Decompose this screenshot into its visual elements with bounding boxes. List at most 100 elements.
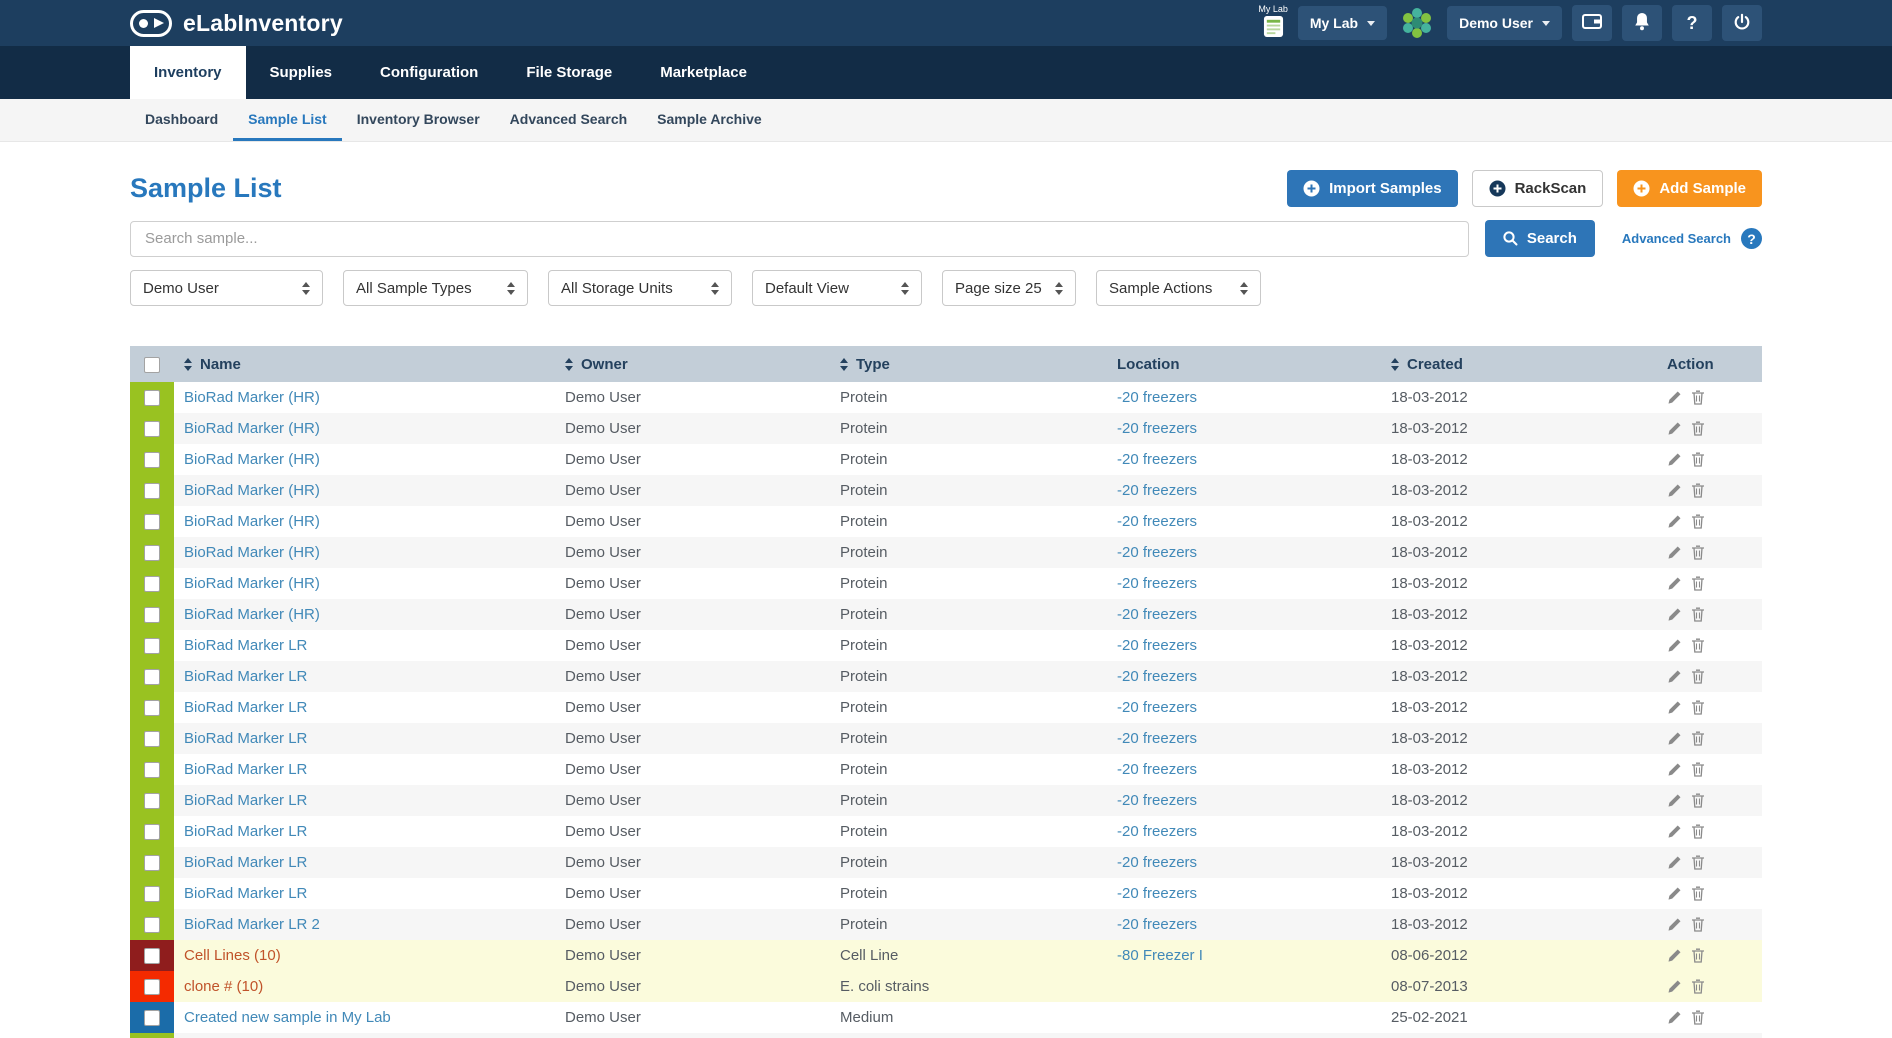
delete-trash-icon[interactable]: [1691, 886, 1705, 901]
edit-pencil-icon[interactable]: [1667, 979, 1682, 994]
add-sample-button[interactable]: Add Sample: [1617, 170, 1762, 207]
delete-trash-icon[interactable]: [1691, 607, 1705, 622]
edit-pencil-icon[interactable]: [1667, 514, 1682, 529]
sample-name-link[interactable]: BioRad Marker LR: [184, 761, 308, 778]
subnav-dashboard[interactable]: Dashboard: [130, 99, 233, 141]
edit-pencil-icon[interactable]: [1667, 483, 1682, 498]
row-checkbox[interactable]: [144, 669, 160, 686]
row-checkbox[interactable]: [144, 731, 160, 748]
sample-name-link[interactable]: BioRad Marker LR 2: [184, 916, 320, 933]
delete-trash-icon[interactable]: [1691, 855, 1705, 870]
row-checkbox[interactable]: [144, 793, 160, 810]
row-checkbox[interactable]: [144, 638, 160, 655]
row-checkbox[interactable]: [144, 979, 160, 996]
row-checkbox[interactable]: [144, 421, 160, 438]
edit-pencil-icon[interactable]: [1667, 762, 1682, 777]
search-input[interactable]: [130, 220, 1469, 257]
delete-trash-icon[interactable]: [1691, 576, 1705, 591]
sample-name-link[interactable]: BioRad Marker (HR): [184, 451, 320, 468]
tab-configuration[interactable]: Configuration: [356, 46, 502, 99]
edit-pencil-icon[interactable]: [1667, 545, 1682, 560]
delete-trash-icon[interactable]: [1691, 421, 1705, 436]
sample-name-link[interactable]: BioRad Marker LR: [184, 637, 308, 654]
row-checkbox[interactable]: [144, 700, 160, 717]
sample-name-link[interactable]: BioRad Marker LR: [184, 854, 308, 871]
row-location-link[interactable]: -20 freezers: [1117, 885, 1198, 902]
sample-name-link[interactable]: Cell Lines (10): [184, 947, 281, 964]
row-location-link[interactable]: -20 freezers: [1117, 854, 1198, 871]
row-checkbox[interactable]: [144, 855, 160, 872]
delete-trash-icon[interactable]: [1691, 452, 1705, 467]
row-checkbox[interactable]: [144, 762, 160, 779]
edit-pencil-icon[interactable]: [1667, 452, 1682, 467]
edit-pencil-icon[interactable]: [1667, 793, 1682, 808]
subnav-sample-list[interactable]: Sample List: [233, 99, 342, 141]
row-location-link[interactable]: -20 freezers: [1117, 792, 1198, 809]
edit-pencil-icon[interactable]: [1667, 390, 1682, 405]
filter-page-size[interactable]: Page size 25: [942, 270, 1076, 306]
delete-trash-icon[interactable]: [1691, 824, 1705, 839]
sample-name-link[interactable]: BioRad Marker (HR): [184, 482, 320, 499]
row-location-link[interactable]: -20 freezers: [1117, 482, 1198, 499]
edit-pencil-icon[interactable]: [1667, 421, 1682, 436]
group-dropdown-button[interactable]: My Lab: [1297, 6, 1388, 40]
edit-pencil-icon[interactable]: [1667, 948, 1682, 963]
row-location-link[interactable]: -20 freezers: [1117, 451, 1198, 468]
help-button[interactable]: ?: [1672, 5, 1712, 41]
edit-pencil-icon[interactable]: [1667, 669, 1682, 684]
row-location-link[interactable]: -20 freezers: [1117, 730, 1198, 747]
row-location-link[interactable]: -20 freezers: [1117, 606, 1198, 623]
row-location-link[interactable]: -20 freezers: [1117, 668, 1198, 685]
sample-name-link[interactable]: clone # (10): [184, 978, 264, 995]
sample-name-link[interactable]: BioRad Marker LR: [184, 730, 308, 747]
logout-button[interactable]: [1722, 5, 1762, 41]
filter-view[interactable]: Default View: [752, 270, 922, 306]
tab-marketplace[interactable]: Marketplace: [636, 46, 771, 99]
delete-trash-icon[interactable]: [1691, 514, 1705, 529]
row-location-link[interactable]: -20 freezers: [1117, 823, 1198, 840]
row-checkbox[interactable]: [144, 576, 160, 593]
sample-name-link[interactable]: BioRad Marker (HR): [184, 389, 320, 406]
edit-pencil-icon[interactable]: [1667, 576, 1682, 591]
row-location-link[interactable]: -20 freezers: [1117, 761, 1198, 778]
tab-inventory[interactable]: Inventory: [130, 46, 246, 99]
delete-trash-icon[interactable]: [1691, 700, 1705, 715]
filter-owner[interactable]: Demo User: [130, 270, 323, 306]
delete-trash-icon[interactable]: [1691, 390, 1705, 405]
filter-sample-actions[interactable]: Sample Actions: [1096, 270, 1261, 306]
row-checkbox[interactable]: [144, 545, 160, 562]
sample-name-link[interactable]: BioRad Marker LR: [184, 699, 308, 716]
sample-name-link[interactable]: BioRad Marker (HR): [184, 606, 320, 623]
sample-name-link[interactable]: BioRad Marker (HR): [184, 575, 320, 592]
sample-name-link[interactable]: Created new sample in My Lab: [184, 1009, 391, 1026]
edit-pencil-icon[interactable]: [1667, 700, 1682, 715]
filter-storage-units[interactable]: All Storage Units: [548, 270, 732, 306]
edit-pencil-icon[interactable]: [1667, 731, 1682, 746]
column-header-owner[interactable]: Owner: [555, 346, 830, 382]
sample-name-link[interactable]: BioRad Marker (HR): [184, 420, 320, 437]
help-circle-icon[interactable]: ?: [1741, 228, 1762, 249]
my-lab-journal-button[interactable]: My Lab: [1258, 4, 1288, 43]
notifications-button[interactable]: [1622, 5, 1662, 41]
delete-trash-icon[interactable]: [1691, 638, 1705, 653]
row-location-link[interactable]: -20 freezers: [1117, 544, 1198, 561]
user-avatar-molecule-icon[interactable]: [1397, 3, 1437, 43]
delete-trash-icon[interactable]: [1691, 979, 1705, 994]
row-location-link[interactable]: -20 freezers: [1117, 389, 1198, 406]
row-location-link[interactable]: -20 freezers: [1117, 637, 1198, 654]
import-samples-button[interactable]: Import Samples: [1287, 170, 1458, 207]
row-location-link[interactable]: -20 freezers: [1117, 513, 1198, 530]
select-all-checkbox[interactable]: [144, 356, 160, 373]
row-checkbox[interactable]: [144, 1010, 160, 1027]
row-location-link[interactable]: -20 freezers: [1117, 420, 1198, 437]
row-location-link[interactable]: -20 freezers: [1117, 699, 1198, 716]
row-checkbox[interactable]: [144, 514, 160, 531]
column-header-created[interactable]: Created: [1381, 346, 1657, 382]
row-location-link[interactable]: -20 freezers: [1117, 575, 1198, 592]
delete-trash-icon[interactable]: [1691, 669, 1705, 684]
advanced-search-link[interactable]: Advanced Search: [1621, 231, 1731, 246]
delete-trash-icon[interactable]: [1691, 948, 1705, 963]
delete-trash-icon[interactable]: [1691, 483, 1705, 498]
edit-pencil-icon[interactable]: [1667, 886, 1682, 901]
delete-trash-icon[interactable]: [1691, 1010, 1705, 1025]
